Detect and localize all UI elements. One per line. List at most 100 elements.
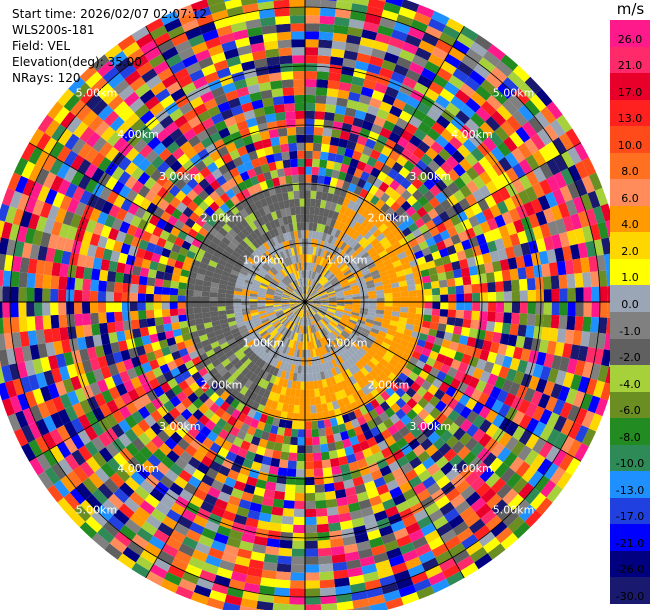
range-gate [246, 168, 257, 179]
range-gate [167, 564, 186, 579]
range-gate [293, 364, 299, 374]
range-gate [294, 500, 305, 510]
range-gate [89, 290, 99, 302]
range-gate [250, 461, 262, 472]
range-gate [417, 397, 429, 409]
range-gate [259, 351, 268, 360]
range-gate [435, 134, 449, 149]
range-gate [265, 373, 273, 382]
range-gate [316, 71, 330, 81]
range-gate [300, 206, 305, 215]
range-gate [406, 253, 417, 262]
range-gate [431, 343, 442, 354]
range-gate [525, 186, 538, 202]
range-gate [275, 311, 284, 317]
range-gate [479, 467, 495, 483]
range-gate [200, 500, 215, 513]
range-gate [349, 10, 367, 22]
range-gate [57, 497, 75, 516]
range-gate [92, 451, 107, 468]
range-gate [137, 171, 151, 185]
range-gate [378, 525, 394, 537]
range-gate [86, 93, 103, 111]
range-gate [271, 330, 279, 338]
range-gate [290, 31, 305, 40]
range-gate [241, 188, 251, 199]
range-gate [147, 454, 162, 468]
range-gate [81, 359, 93, 374]
range-gate [162, 279, 172, 288]
range-gate [285, 346, 291, 355]
range-gate [432, 154, 446, 167]
range-gate [145, 440, 159, 455]
range-gate [442, 564, 461, 579]
range-gate [274, 342, 282, 351]
range-gate [148, 53, 166, 69]
range-gate [326, 310, 335, 315]
range-gate [480, 79, 497, 95]
range-gate [312, 305, 320, 310]
range-gate [365, 211, 376, 222]
range-gate [235, 402, 246, 413]
range-gate [124, 175, 138, 190]
range-gate [405, 420, 417, 432]
range-gate [237, 145, 248, 157]
range-gate [235, 373, 245, 383]
range-gate [305, 31, 320, 40]
range-gate [296, 142, 305, 151]
range-gate [529, 94, 547, 112]
range-gate [345, 349, 353, 358]
range-gate [208, 226, 219, 237]
range-gate [319, 249, 325, 258]
range-gate [124, 414, 138, 429]
range-gate [305, 524, 318, 534]
range-gate [131, 410, 144, 424]
range-gate [134, 103, 150, 119]
range-gate [107, 322, 117, 334]
range-gate [537, 458, 553, 476]
range-gate [291, 556, 305, 565]
range-gate [499, 333, 510, 346]
range-gate [177, 153, 190, 166]
range-gate [352, 391, 361, 402]
range-gate [566, 229, 578, 246]
range-gate [377, 0, 386, 2]
range-gate [509, 357, 521, 371]
range-gate [319, 257, 325, 266]
range-gate [485, 116, 501, 132]
range-gate [176, 253, 186, 263]
range-gate [452, 39, 470, 55]
range-gate [104, 376, 116, 390]
range-gate [443, 331, 453, 342]
range-gate [574, 316, 584, 332]
range-gate [316, 274, 323, 282]
range-gate [331, 194, 340, 204]
range-gate [464, 471, 480, 486]
range-gate [241, 330, 250, 338]
range-gate [305, 294, 308, 302]
range-gate [189, 69, 205, 82]
range-gate [230, 238, 240, 247]
range-gate [518, 414, 533, 430]
range-gate [238, 272, 247, 280]
range-gate [322, 345, 328, 355]
range-gate [461, 373, 473, 386]
range-gate [354, 273, 364, 280]
range-gate [446, 194, 459, 207]
range-gate [569, 344, 581, 360]
range-gate [145, 473, 160, 488]
range-gate [315, 283, 321, 291]
range-gate [407, 26, 425, 40]
range-gate [230, 105, 244, 117]
range-gate [333, 220, 341, 230]
range-gate [346, 165, 357, 176]
range-gate [157, 161, 170, 175]
range-gate [341, 527, 355, 538]
range-gate [161, 309, 171, 317]
range-gate [239, 395, 250, 406]
range-gate [243, 248, 252, 257]
range-gate [469, 41, 488, 58]
range-gate [482, 136, 497, 152]
range-gate [72, 186, 85, 202]
range-gate [203, 98, 218, 111]
